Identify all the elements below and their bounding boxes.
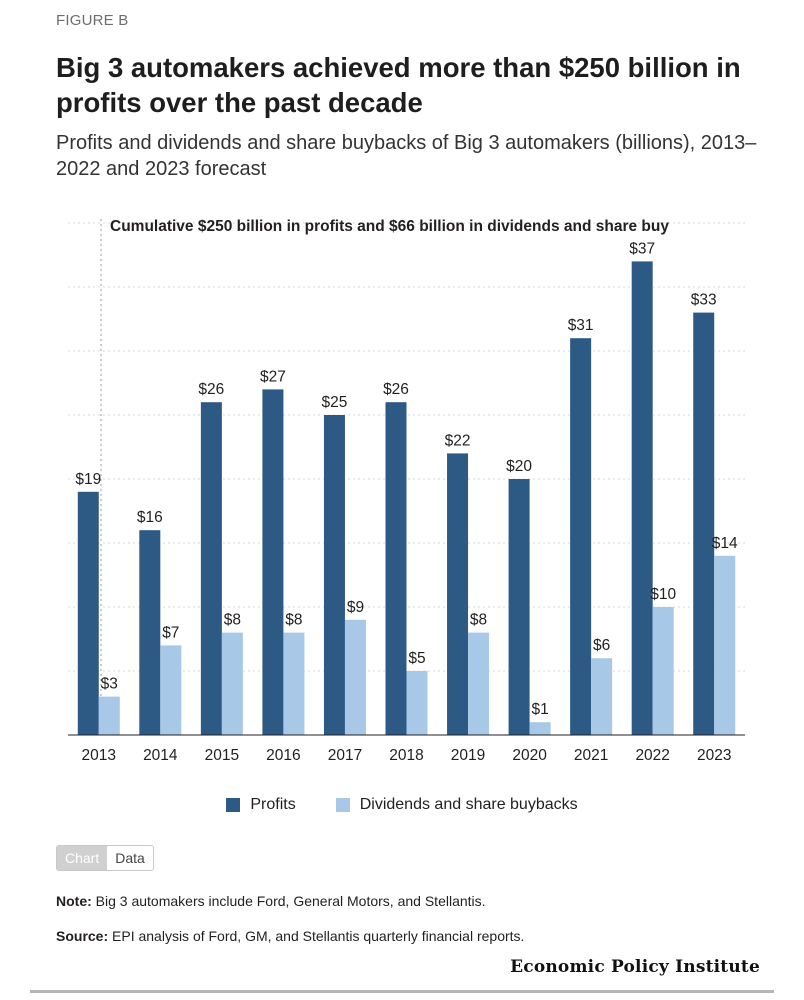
chart-subtitle: Profits and dividends and share buybacks… [56,132,757,180]
bottom-divider [30,990,774,993]
annotation-text: Cumulative $250 billion in profits and $… [110,218,669,235]
bar-profits [693,312,715,735]
publisher-logo: Economic Policy Institute [510,957,760,977]
x-tick-label: 2018 [389,747,423,764]
data-label-profits: $26 [198,381,224,398]
bar-profits [200,402,222,735]
data-label-dividends: $7 [162,624,179,641]
data-view-button[interactable]: Data [107,846,153,870]
bar-chart: Cumulative $250 billion in profits and $… [68,218,745,764]
data-label-profits: $25 [322,394,348,411]
data-label-profits: $22 [445,432,471,449]
data-label-profits: $33 [691,292,717,309]
chart-title: Big 3 automakers achieved more than $250… [56,52,741,118]
note-label: Note: [56,893,92,909]
data-label-profits: $31 [568,317,594,334]
bar-profits [139,530,161,735]
data-label-profits: $16 [137,509,163,526]
x-tick-label: 2021 [574,747,608,764]
bar-dividends [221,632,243,735]
legend-swatch-dividends [335,798,350,812]
legend-label-profits: Profits [250,796,296,813]
x-tick-label: 2013 [82,747,116,764]
note-text: Big 3 automakers include Ford, General M… [91,893,486,909]
bar-profits [447,453,469,735]
data-label-dividends: $6 [593,637,610,654]
x-tick-label: 2023 [697,747,731,764]
bar-dividends [283,632,305,735]
legend-item-dividends: Dividends and share buybacks [335,796,578,814]
source-text: EPI analysis of Ford, GM, and Stellantis… [108,928,525,944]
chart-legend: Profits Dividends and share buybacks [0,796,804,814]
chart-source: Source: EPI analysis of Ford, GM, and St… [56,928,524,944]
chart-view-button[interactable]: Chart [57,846,108,870]
figure-label: FIGURE B [56,12,129,29]
chart-note: Note: Big 3 automakers include Ford, Gen… [56,893,486,909]
data-label-dividends: $9 [347,599,364,616]
data-label-profits: $27 [260,368,286,385]
bar-dividends [406,671,428,735]
bar-dividends [714,555,736,735]
data-label-profits: $20 [506,458,532,475]
bar-dividends [529,722,551,735]
legend-swatch-profits [226,798,241,812]
data-label-dividends: $8 [470,612,487,629]
bar-dividends [468,632,490,735]
data-label-dividends: $8 [285,612,302,629]
data-label-dividends: $5 [408,650,425,667]
data-label-dividends: $10 [650,586,676,603]
legend-item-profits: Profits [226,796,296,814]
bar-dividends [344,619,366,735]
data-label-dividends: $14 [712,535,738,552]
data-label-dividends: $3 [101,676,118,693]
x-tick-label: 2015 [205,747,239,764]
bar-dividends [591,658,613,735]
data-label-profits: $19 [75,471,101,488]
data-label-profits: $37 [629,240,655,257]
bar-profits [385,402,407,735]
legend-label-dividends: Dividends and share buybacks [359,796,578,813]
x-tick-label: 2019 [451,747,485,764]
bar-profits [508,479,530,735]
bar-profits [631,261,653,735]
bar-dividends [160,645,182,735]
source-label: Source: [56,928,109,944]
bar-profits [262,389,284,735]
data-label-dividends: $8 [224,612,241,629]
bar-profits [77,491,99,735]
x-tick-label: 2017 [328,747,362,764]
data-label-profits: $26 [383,381,409,398]
x-tick-label: 2022 [635,747,669,764]
data-label-dividends: $1 [531,701,548,718]
bar-dividends [652,607,674,735]
x-tick-label: 2020 [512,747,547,764]
bar-profits [323,415,345,735]
x-tick-label: 2014 [143,747,178,764]
bar-profits [570,338,592,735]
bar-dividends [98,696,120,735]
view-toggle: Chart Data [56,845,154,871]
x-tick-label: 2016 [266,747,300,764]
